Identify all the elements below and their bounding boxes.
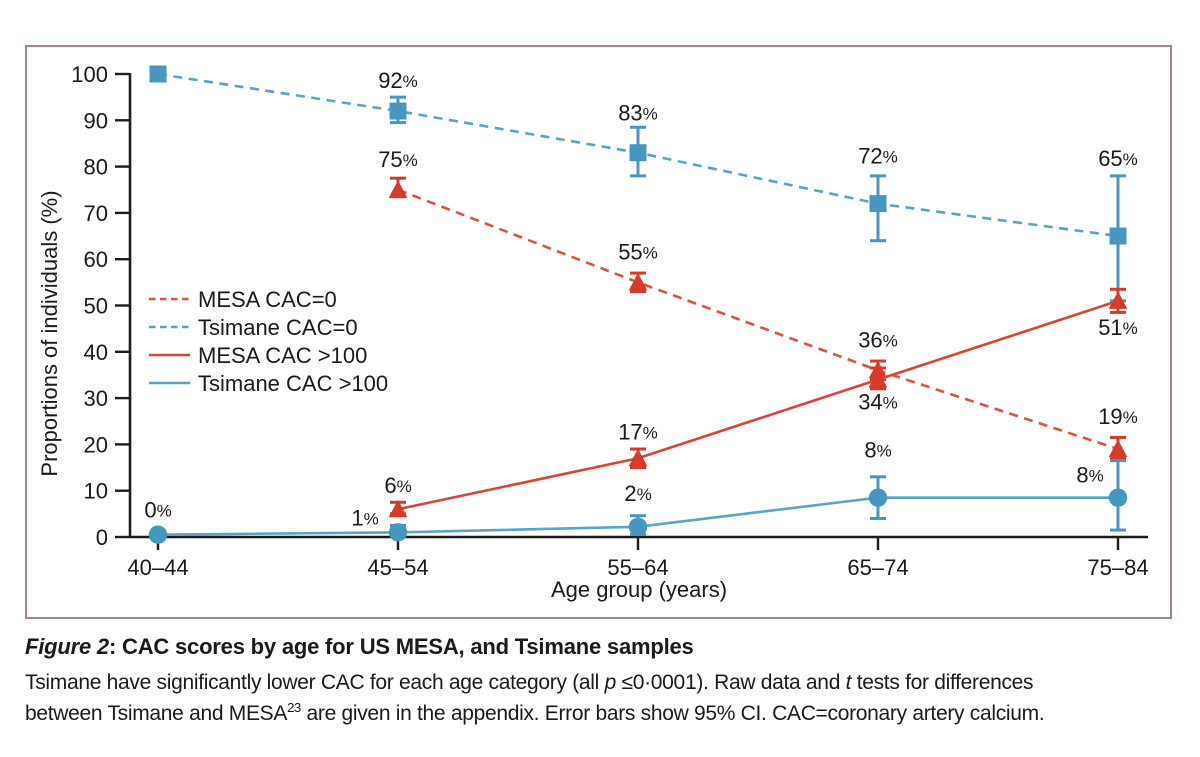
data-point-marker — [388, 180, 408, 198]
y-tick-label: 20 — [84, 432, 108, 457]
figure-caption-body-line-1: Tsimane have significantly lower CAC for… — [25, 671, 1034, 694]
data-point-marker — [628, 448, 648, 467]
data-point-label: 83% — [618, 101, 658, 126]
data-point-marker — [1108, 488, 1128, 507]
legend-label: Tsimane CAC >100 — [198, 371, 388, 396]
legend-item-tsimane-cac-0: Tsimane CAC=0 — [149, 315, 358, 340]
data-point-label: 36% — [858, 327, 898, 352]
data-point-label: 19% — [1098, 404, 1138, 429]
data-point-marker — [628, 272, 648, 291]
data-point-label: 72% — [858, 144, 898, 169]
data-point-marker — [388, 499, 408, 518]
y-tick-label: 60 — [84, 247, 108, 272]
data-point-label: 2% — [624, 481, 651, 506]
y-tick-label: 0 — [96, 525, 108, 550]
x-tick-label: 40–44 — [127, 555, 188, 580]
data-point-marker — [1109, 227, 1127, 245]
y-tick-label: 30 — [84, 386, 108, 411]
series-tsimane-cac-0: 92% 83% 72% 65% — [149, 65, 1138, 303]
data-point-label: 1% — [351, 505, 378, 530]
data-point-label: 6% — [384, 473, 411, 498]
axes: 0 10 20 30 40 50 60 70 80 90 100 40–44 45–54 55–64 65–… — [37, 62, 1149, 602]
series-mesa-cac-0: 75% 55% 36% 19% — [378, 147, 1138, 460]
data-point-label: 55% — [618, 239, 658, 264]
y-tick-label: 10 — [84, 479, 108, 504]
data-point-marker — [148, 525, 168, 544]
data-point-marker — [389, 102, 407, 120]
data-point-label: 65% — [1098, 146, 1138, 171]
figure-caption-title: Figure 2: CAC scores by age for US MESA,… — [25, 634, 694, 659]
data-point-marker — [869, 195, 887, 213]
x-tick-label: 75–84 — [1087, 555, 1148, 580]
legend-label: MESA CAC >100 — [198, 343, 367, 368]
data-point-label: 17% — [618, 419, 658, 444]
series-line — [397, 188, 1119, 451]
figure-panel: 0 10 20 30 40 50 60 70 80 90 100 40–44 45–54 55–64 65–… — [25, 45, 1172, 619]
legend-label: MESA CAC=0 — [198, 287, 337, 312]
y-tick-label: 50 — [84, 294, 108, 319]
data-point-marker — [149, 65, 167, 83]
figure-caption-body-line-2: between Tsimane and MESA23 are given in … — [25, 700, 1045, 725]
x-axis-title: Age group (years) — [551, 577, 727, 602]
legend-item-tsimane-cac-100: Tsimane CAC >100 — [149, 371, 388, 396]
y-tick-label: 40 — [84, 340, 108, 365]
data-point-marker — [629, 144, 647, 162]
data-point-marker — [868, 488, 888, 507]
y-tick-label: 90 — [84, 108, 108, 133]
series-tsimane-cac-100: 0% 1% 2% 8% 8% — [144, 438, 1128, 544]
y-tick-label: 100 — [71, 62, 108, 87]
data-point-marker — [388, 523, 408, 542]
x-tick-label: 55–64 — [607, 555, 668, 580]
data-point-marker — [1108, 439, 1128, 458]
data-point-label: 75% — [378, 147, 418, 172]
data-point-label: 34% — [858, 390, 898, 415]
x-tick-label: 45–54 — [367, 555, 428, 580]
series-mesa-cac-100: 6% 17% 34% 51% — [384, 287, 1138, 518]
series-line — [397, 299, 1119, 511]
data-point-label: 8% — [1076, 463, 1103, 488]
cac-line-chart: 0 10 20 30 40 50 60 70 80 90 100 40–44 45–54 55–64 65–… — [37, 62, 1149, 602]
data-point-label: 0% — [144, 498, 171, 523]
y-tick-label: 70 — [84, 201, 108, 226]
figure-caption: Figure 2: CAC scores by age for US MESA,… — [25, 634, 1175, 729]
data-point-marker — [628, 517, 648, 537]
data-point-label: 92% — [378, 68, 418, 93]
y-tick-label: 80 — [84, 155, 108, 180]
legend: MESA CAC=0 Tsimane CAC=0 MESA CAC >100 Tsim… — [149, 287, 388, 396]
x-tick-label: 65–74 — [847, 555, 908, 580]
data-point-marker — [868, 370, 888, 388]
legend-item-mesa-cac-0: MESA CAC=0 — [149, 287, 337, 312]
legend-label: Tsimane CAC=0 — [198, 315, 358, 340]
data-point-label: 51% — [1098, 315, 1138, 340]
data-point-label: 8% — [864, 438, 891, 463]
y-axis-title: Proportions of individuals (%) — [37, 190, 62, 476]
data-point-marker — [1108, 291, 1128, 309]
legend-item-mesa-cac-100: MESA CAC >100 — [149, 343, 367, 368]
